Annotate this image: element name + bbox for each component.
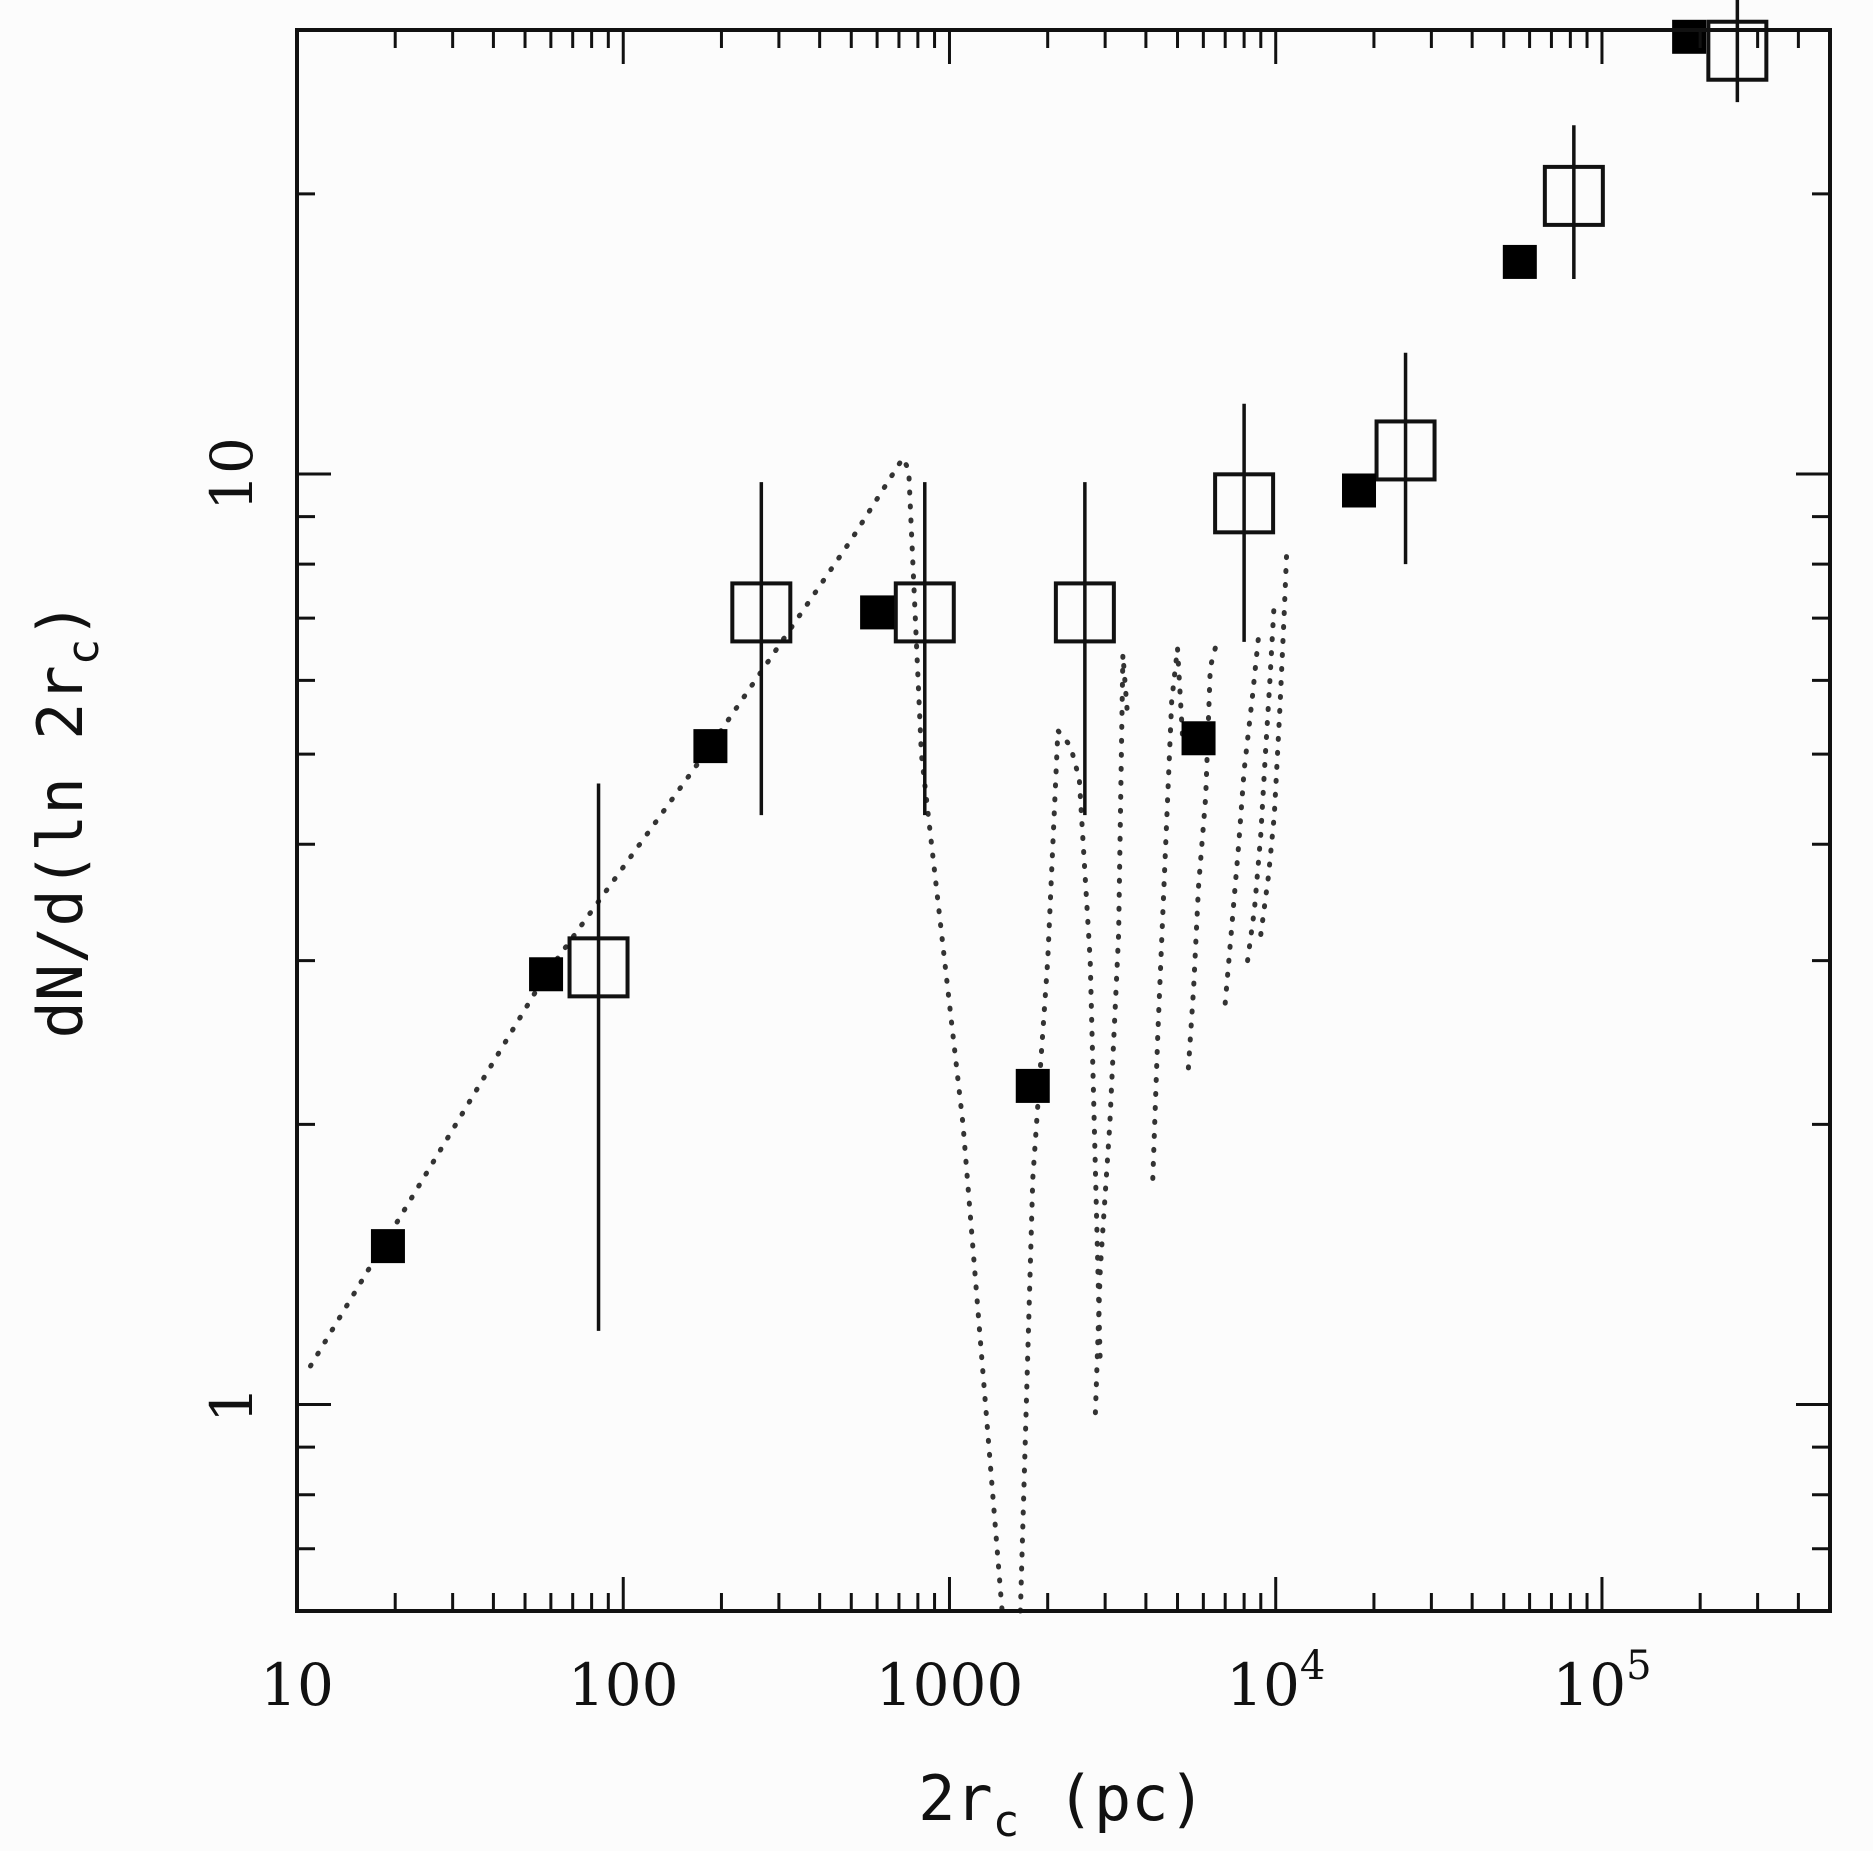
open-square-marker (1053, 581, 1116, 644)
x-tick-label-base: 1000 (876, 1651, 1024, 1719)
open-square-marker (893, 581, 956, 644)
x-tick-label-base: 100 (568, 1651, 679, 1719)
x-axis-label-subscript: c (993, 1796, 1020, 1847)
x-tick-label-base: 10 (260, 1651, 334, 1719)
dotted-curve (1150, 647, 1186, 1181)
y-tick-label: 10 (198, 437, 266, 511)
open-square-marker (730, 581, 793, 644)
filled-square-marker (693, 729, 728, 764)
x-tick-label: 105 (1552, 1643, 1651, 1719)
dotted-curve (308, 452, 1005, 1614)
x-tick-label: 100 (568, 1651, 679, 1719)
filled-square-marker (1181, 721, 1216, 756)
x-tick-labels: 10 100 1000 104 105 (260, 1643, 1652, 1719)
open-square-marker (1374, 419, 1437, 482)
filled-square-marker (860, 595, 895, 630)
y-axis-label-subscript: c (58, 639, 109, 666)
x-tick-label-exponent: 5 (1626, 1643, 1651, 1689)
x-axis-label: 2rc (pc) (918, 1762, 1206, 1847)
filled-square-series (370, 19, 1707, 1264)
y-axis-label-suffix: ) (24, 601, 97, 638)
filled-square-marker (370, 1229, 405, 1264)
open-square-marker (1213, 472, 1276, 535)
y-tick-label: 1 (198, 1386, 266, 1423)
filled-square-marker (1015, 1068, 1050, 1103)
dotted-curve (1017, 723, 1103, 1614)
x-tick-label-base: 10 (1552, 1651, 1626, 1719)
filled-square-marker (529, 957, 564, 992)
x-tick-label-base: 10 (1226, 1651, 1300, 1719)
x-axis-ticks (295, 30, 1832, 1611)
open-square-marker (1542, 164, 1605, 227)
dotted-curve (1245, 598, 1277, 964)
x-tick-label: 104 (1226, 1643, 1325, 1719)
y-axis-ticks (297, 28, 1830, 1613)
open-square-marker (567, 936, 630, 999)
error-bars (596, 0, 1740, 1331)
dotted-curve (1185, 639, 1220, 1071)
dotted-curves (308, 452, 1290, 1614)
x-tick-label-exponent: 4 (1300, 1643, 1325, 1689)
y-axis-label: dN/d(ln 2rc) (24, 601, 109, 1038)
dotted-curve (1222, 627, 1262, 1006)
dotted-curve (1092, 654, 1130, 1416)
x-axis-label-main: 2r (918, 1762, 993, 1835)
x-tick-label: 1000 (876, 1651, 1024, 1719)
filled-square-marker (1342, 473, 1377, 508)
y-tick-labels: 1 10 (198, 437, 266, 1423)
x-axis-label-suffix: (pc) (1019, 1762, 1206, 1835)
open-square-series (567, 19, 1769, 999)
filled-square-marker (1502, 244, 1537, 279)
plot-frame (295, 28, 1832, 1613)
y-axis-label-main: dN/d(ln 2r (24, 665, 97, 1038)
open-square-marker (1706, 19, 1769, 82)
x-tick-label: 10 (260, 1651, 334, 1719)
